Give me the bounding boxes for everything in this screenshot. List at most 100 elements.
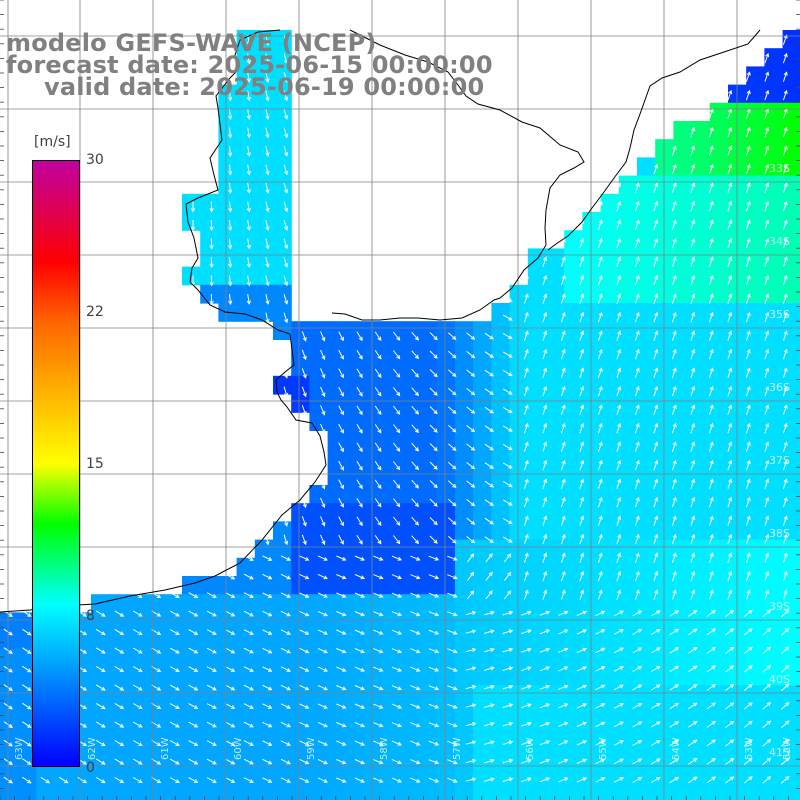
wind-arrow: [653, 256, 659, 267]
wind-arrow: [447, 443, 457, 451]
wind-arrow: [188, 721, 199, 728]
speed-cell: [673, 284, 693, 304]
wind-arrow: [542, 311, 548, 323]
wind-arrow: [595, 666, 606, 672]
wind-arrow: [688, 702, 698, 710]
speed-cell: [764, 721, 784, 741]
speed-cell: [418, 667, 438, 686]
wind-arrow: [373, 629, 384, 635]
wind-arrow: [265, 108, 270, 120]
speed-cell: [782, 230, 800, 249]
speed-cell: [746, 648, 765, 668]
wind-arrow: [262, 573, 273, 580]
wind-arrow: [391, 611, 403, 617]
speed-cell: [473, 685, 492, 704]
wind-arrow: [650, 758, 661, 765]
wind-arrow: [764, 219, 770, 230]
wind-arrow: [280, 555, 291, 561]
speed-cell: [582, 557, 602, 577]
wind-arrow: [484, 740, 495, 745]
wind-arrow: [95, 739, 106, 747]
wind-arrow: [632, 703, 643, 709]
speed-cell: [127, 667, 147, 686]
speed-cell: [637, 539, 656, 559]
wind-arrow: [391, 629, 403, 635]
wind-arrow: [669, 665, 680, 673]
speed-cell: [509, 430, 529, 450]
speed-cell: [728, 412, 747, 431]
wind-arrow: [411, 498, 419, 508]
wind-arrow: [262, 758, 273, 765]
wind-arrow: [429, 517, 438, 526]
latitude-label: 34S: [769, 235, 790, 248]
wind-arrow: [708, 589, 714, 600]
wind-arrow: [650, 702, 661, 709]
wind-arrow: [209, 238, 214, 250]
wind-arrow: [411, 350, 419, 360]
wind-arrow: [671, 515, 677, 526]
wind-arrow: [708, 367, 714, 378]
speed-cell: [546, 648, 565, 668]
speed-cell: [436, 521, 456, 541]
speed-cell: [382, 758, 401, 777]
wind-arrow: [502, 536, 513, 543]
wind-arrow: [504, 571, 512, 581]
speed-cell: [728, 248, 747, 268]
wind-arrow: [169, 666, 180, 672]
speed-cell: [673, 121, 693, 140]
speed-cell: [709, 375, 729, 395]
wind-arrow: [466, 369, 476, 377]
wind-arrow: [576, 758, 588, 764]
speed-cell: [582, 648, 602, 668]
speed-cell: [691, 776, 711, 795]
wind-arrow: [690, 441, 696, 452]
speed-cell: [145, 794, 165, 800]
wind-arrow: [299, 721, 310, 728]
speed-cell: [273, 539, 292, 559]
speed-cell: [709, 703, 729, 723]
speed-cell: [582, 539, 602, 559]
speed-cell: [527, 339, 547, 359]
speed-cell: [582, 394, 602, 413]
speed-cell: [382, 521, 401, 541]
speed-cell: [91, 612, 110, 632]
speed-cell: [345, 430, 365, 450]
speed-cell: [182, 703, 201, 723]
speed-cell: [655, 412, 674, 431]
speed-cell: [600, 758, 620, 777]
speed-cell: [455, 630, 474, 650]
wind-arrow: [727, 459, 733, 471]
wind-arrow: [467, 553, 475, 563]
wind-arrow: [745, 496, 751, 508]
wind-arrow: [521, 777, 532, 783]
wind-arrow: [393, 479, 401, 489]
wind-arrow: [560, 533, 566, 545]
speed-cell: [163, 794, 183, 800]
speed-cell: [236, 284, 256, 304]
wind-arrow: [301, 331, 307, 342]
wind-arrow: [169, 777, 180, 783]
speed-cell: [600, 394, 620, 413]
speed-cell: [618, 594, 638, 613]
speed-cell: [582, 466, 602, 486]
speed-cell: [728, 394, 747, 413]
wind-arrow: [558, 610, 569, 616]
wind-arrow: [632, 758, 643, 765]
wind-arrow: [447, 777, 458, 783]
speed-cell: [709, 139, 729, 158]
speed-cell: [254, 30, 274, 49]
speed-cell: [618, 430, 638, 450]
speed-cell: [200, 284, 219, 304]
speed-cell: [473, 557, 492, 577]
wind-arrow: [225, 629, 236, 635]
speed-cell: [309, 521, 329, 541]
wind-arrow: [616, 330, 622, 341]
wind-arrow: [391, 759, 403, 765]
wind-arrow: [280, 758, 291, 765]
wind-arrow: [484, 703, 495, 708]
speed-cell: [709, 630, 729, 650]
wind-arrow: [632, 777, 643, 783]
speed-cell: [327, 630, 347, 650]
wind-arrow: [708, 219, 714, 230]
latitude-label: 36S: [769, 381, 790, 394]
